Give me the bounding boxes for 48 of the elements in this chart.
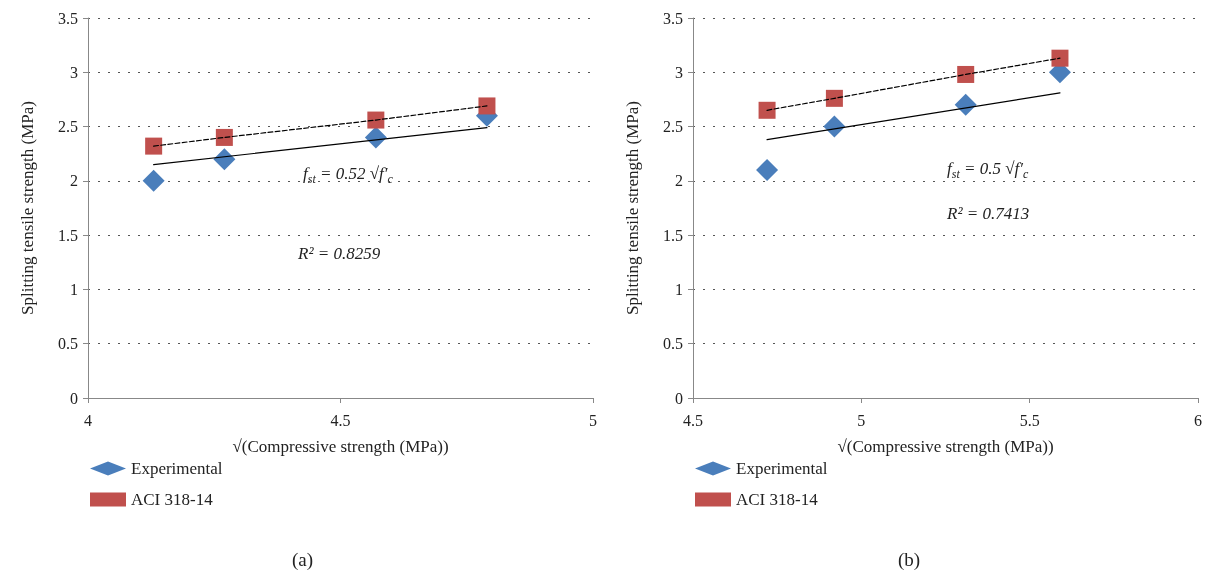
- x-tick-label: 5: [856, 411, 865, 429]
- y-tick-label: 2.5: [662, 118, 683, 136]
- x-tick-label: 5.5: [1019, 411, 1040, 429]
- legend-label: Experimental: [735, 459, 828, 478]
- y-axis-title: Splitting tensile strength (MPa): [622, 101, 642, 315]
- point: [956, 65, 974, 83]
- x-tick-label: 4: [84, 411, 92, 429]
- annotation: R² = 0.7413: [945, 204, 1029, 223]
- y-tick-label: 3: [70, 63, 78, 81]
- point: [954, 93, 977, 116]
- y-tick-label: 2: [674, 172, 683, 190]
- y-tick-label: 3.5: [662, 9, 683, 27]
- text: (b): [897, 549, 920, 571]
- annotation: R² = 0.8259: [297, 244, 381, 263]
- y-tick-label: 0.5: [58, 335, 78, 353]
- y-tick-label: 0.5: [662, 335, 683, 353]
- point: [367, 111, 385, 129]
- y-tick-label: 3.5: [58, 9, 78, 27]
- y-tick-label: 1.5: [58, 226, 78, 244]
- y-axis-title: Splitting tensile strength (MPa): [18, 101, 37, 315]
- point: [755, 159, 778, 181]
- y-tick-label: 1: [70, 280, 78, 298]
- x-tick-label: 4.5: [330, 411, 351, 429]
- legend-label: ACI 318-14: [131, 490, 214, 509]
- point: [825, 89, 843, 107]
- y-tick-label: 0: [70, 389, 78, 407]
- y-tick-label: 3: [674, 63, 683, 81]
- point: [145, 137, 163, 155]
- x-tick-label: 5: [589, 411, 597, 429]
- x-axis-title: √(Compressive strength (MPa)): [232, 437, 449, 456]
- point: [213, 148, 236, 171]
- y-tick-label: 2: [70, 172, 78, 190]
- point: [758, 101, 776, 119]
- text: (a): [292, 549, 314, 571]
- y-tick-label: 1: [674, 280, 683, 298]
- point: [478, 97, 496, 115]
- point: [142, 169, 165, 192]
- y-tick-label: 1.5: [662, 226, 683, 244]
- point: [1050, 49, 1068, 67]
- point: [215, 128, 233, 146]
- legend-label: ACI 318-14: [735, 490, 818, 509]
- y-tick-label: 0: [674, 389, 683, 407]
- point: [822, 115, 845, 138]
- y-tick-label: 2.5: [58, 118, 78, 136]
- legend-label: Experimental: [131, 459, 223, 478]
- x-tick-label: 4.5: [682, 411, 703, 429]
- x-axis-title: √(Compressive strength (MPa)): [836, 437, 1054, 456]
- x-tick-label: 6: [1193, 411, 1202, 429]
